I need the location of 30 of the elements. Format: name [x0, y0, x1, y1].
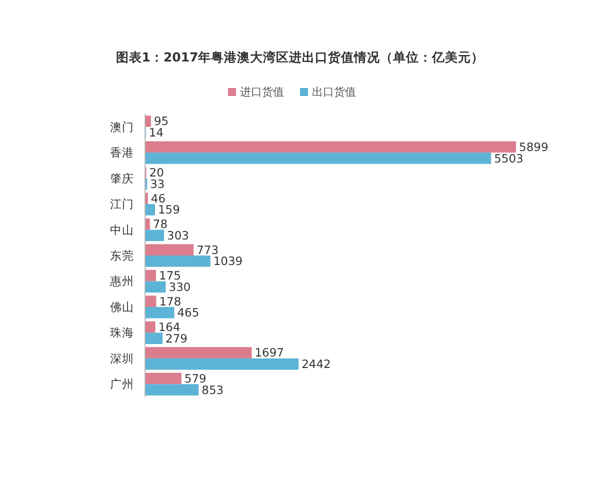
data-label: 95: [154, 114, 169, 128]
y-tick-label: 澳门: [110, 120, 134, 134]
data-label: 14: [148, 126, 164, 140]
y-tick-label: 深圳: [110, 351, 134, 366]
y-tick-label: 珠海: [110, 326, 134, 340]
data-label: 465: [177, 306, 200, 320]
y-tick-label: 肇庆: [110, 171, 134, 186]
y-tick-label: 江门: [110, 197, 134, 212]
data-label: 773: [196, 242, 219, 257]
y-tick-label: 佛山: [110, 300, 134, 314]
data-label: 303: [167, 228, 190, 242]
legend-label: 进口货值: [240, 86, 284, 98]
y-tick-label: 惠州: [109, 274, 134, 288]
data-label: 178: [159, 294, 182, 308]
data-label: 5899: [519, 140, 548, 154]
data-label: 579: [184, 371, 206, 386]
data-label: 853: [202, 382, 224, 397]
chart-title: 图表1：2017年粤港澳大湾区进出口货值情况（单位：亿美元）: [116, 50, 484, 64]
data-label: 1697: [254, 346, 284, 360]
y-tick-label: 东莞: [110, 248, 134, 262]
legend-label: 出口货值: [312, 86, 356, 98]
data-label: 78: [152, 217, 168, 232]
y-tick-label: 广州: [110, 377, 134, 392]
y-tick-label: 香港: [110, 146, 134, 160]
data-label: 1039: [213, 254, 243, 268]
data-label: 2442: [302, 357, 331, 372]
data-label: 159: [158, 202, 180, 217]
data-label: 5503: [494, 151, 524, 166]
y-tick-label: 中山: [110, 222, 134, 237]
data-label: 46: [150, 191, 166, 206]
